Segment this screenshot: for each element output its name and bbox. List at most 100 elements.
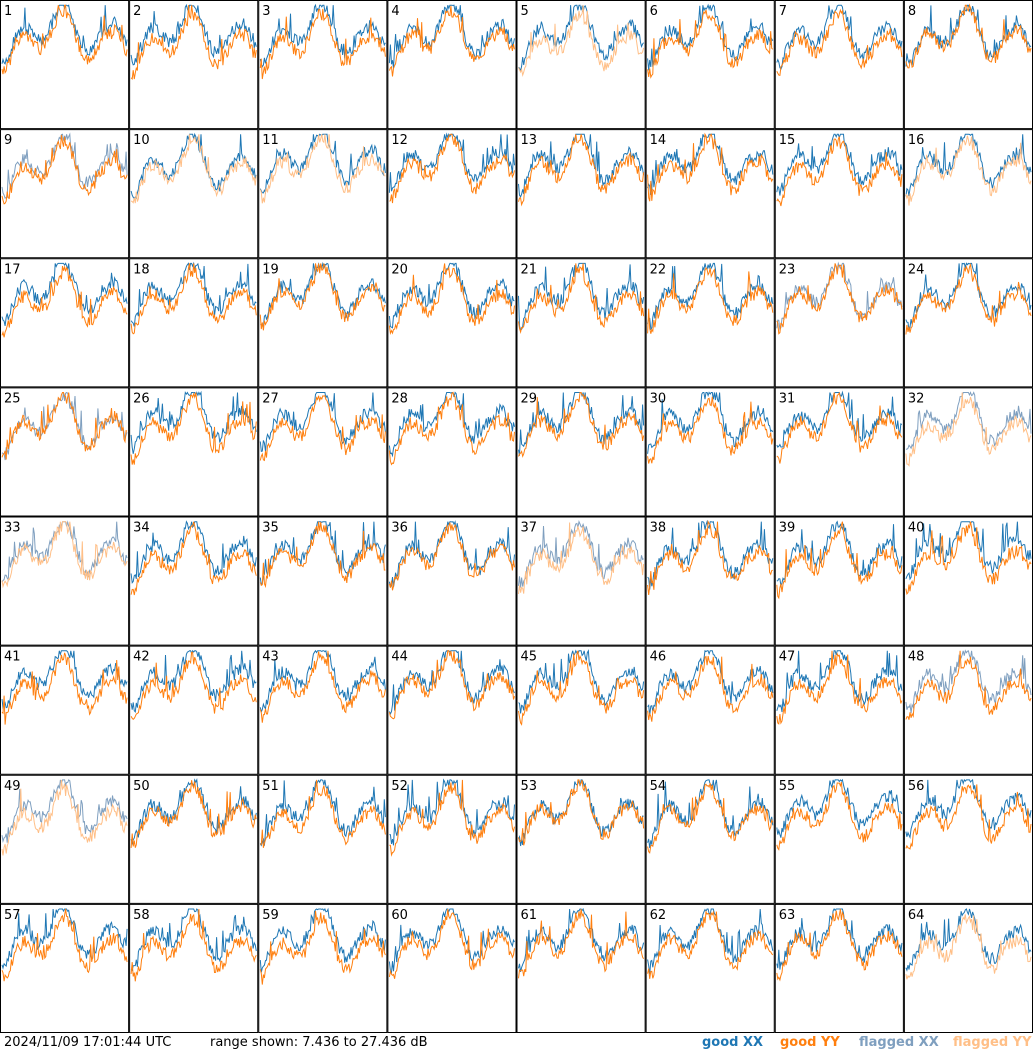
series-yy-good xyxy=(647,519,773,596)
panel-frame xyxy=(903,387,1033,517)
panel-51: 51 xyxy=(258,774,388,904)
panel-frame xyxy=(774,903,904,1033)
panel-label: 9 xyxy=(4,133,12,148)
legend-good-yy: good YY xyxy=(780,1035,840,1050)
series-yy-good xyxy=(259,521,386,589)
series-yy-good xyxy=(776,8,903,77)
panel-label: 41 xyxy=(4,650,21,665)
series-yy-good xyxy=(130,521,257,596)
panel-23: 23 xyxy=(774,258,904,388)
series-xx-good xyxy=(130,908,257,972)
panel-frame xyxy=(0,774,130,904)
panel-20: 20 xyxy=(387,258,517,388)
series-xx-good xyxy=(776,778,903,838)
series-yy-good xyxy=(776,650,903,725)
panel-8: 8 xyxy=(903,0,1033,130)
series-xx-good xyxy=(647,519,774,590)
panel-frame xyxy=(516,516,646,646)
series-xx-good xyxy=(259,521,386,587)
panel-29: 29 xyxy=(516,387,646,517)
series-xx-flagged xyxy=(1,391,128,461)
panel-frame xyxy=(258,387,388,517)
series-xx-flagged xyxy=(905,649,1032,713)
panel-label: 59 xyxy=(262,908,279,923)
panel-59: 59 xyxy=(258,903,388,1033)
panel-16: 16 xyxy=(903,129,1033,259)
panel-61: 61 xyxy=(516,903,646,1033)
panel-1: 1 xyxy=(0,0,130,130)
series-yy-flagged xyxy=(905,914,1032,980)
panel-label: 15 xyxy=(779,133,796,148)
panel-label: 7 xyxy=(779,4,787,19)
panel-10: 10 xyxy=(129,129,259,259)
panel-label: 33 xyxy=(4,521,21,536)
panel-22: 22 xyxy=(645,258,775,388)
panel-frame xyxy=(129,645,259,775)
panel-label: 24 xyxy=(908,262,925,277)
series-xx-good xyxy=(388,650,515,716)
panel-33: 33 xyxy=(0,516,130,646)
panel-frame xyxy=(645,0,775,130)
panel-label: 35 xyxy=(262,521,279,536)
series-yy-good xyxy=(388,5,515,77)
series-xx-good xyxy=(647,133,774,195)
panel-46: 46 xyxy=(645,645,775,775)
series-xx-good xyxy=(905,521,1032,581)
panel-58: 58 xyxy=(129,903,259,1033)
panel-frame xyxy=(258,0,388,130)
series-yy-good xyxy=(389,779,515,857)
panel-label: 63 xyxy=(779,908,796,923)
panel-11: 11 xyxy=(258,129,388,259)
panel-frame xyxy=(903,645,1033,775)
legend-flagged-xx: flagged XX xyxy=(859,1035,939,1050)
panel-frame xyxy=(774,129,904,259)
panel-label: 36 xyxy=(391,521,408,536)
panel-frame xyxy=(516,645,646,775)
series-yy-good xyxy=(518,134,645,207)
series-yy-good xyxy=(1,134,128,205)
series-yy-good xyxy=(259,910,386,985)
series-xx-good xyxy=(776,650,903,713)
series-xx-good xyxy=(388,520,515,589)
series-yy-good xyxy=(647,655,774,722)
panel-frame xyxy=(774,0,904,130)
series-yy-good xyxy=(1,652,128,725)
panel-label: 46 xyxy=(650,650,667,665)
panel-frame xyxy=(387,774,517,904)
series-yy-flagged xyxy=(1,521,128,589)
series-yy-good xyxy=(647,396,774,464)
panel-12: 12 xyxy=(387,129,517,259)
panel-label: 53 xyxy=(521,779,538,794)
panel-6: 6 xyxy=(645,0,775,130)
panel-42: 42 xyxy=(129,645,259,775)
series-yy-good xyxy=(1,908,128,982)
series-xx-good xyxy=(130,3,257,66)
series-yy-good xyxy=(130,5,257,80)
panel-label: 64 xyxy=(908,908,925,923)
panel-19: 19 xyxy=(258,258,388,388)
panel-48: 48 xyxy=(903,645,1033,775)
panel-label: 48 xyxy=(908,650,925,665)
panel-50: 50 xyxy=(129,774,259,904)
panel-frame xyxy=(903,774,1033,904)
panel-frame xyxy=(387,258,517,388)
series-xx-good xyxy=(388,4,515,69)
panel-62: 62 xyxy=(645,903,775,1033)
panel-label: 12 xyxy=(391,133,408,148)
panel-18: 18 xyxy=(129,258,259,388)
series-xx-good xyxy=(1,262,128,327)
panel-frame xyxy=(129,258,259,388)
panel-frame xyxy=(129,129,259,259)
panel-45: 45 xyxy=(516,645,646,775)
panel-frame xyxy=(903,129,1033,259)
panel-label: 47 xyxy=(779,650,796,665)
panel-label: 2 xyxy=(133,4,141,19)
panel-frame xyxy=(387,0,517,130)
panel-label: 57 xyxy=(4,908,21,923)
panel-28: 28 xyxy=(387,387,517,517)
series-yy-good xyxy=(388,650,515,720)
panel-frame xyxy=(387,645,517,775)
series-yy-good xyxy=(647,783,774,854)
series-yy-good xyxy=(130,263,257,335)
series-yy-good xyxy=(905,262,1032,335)
